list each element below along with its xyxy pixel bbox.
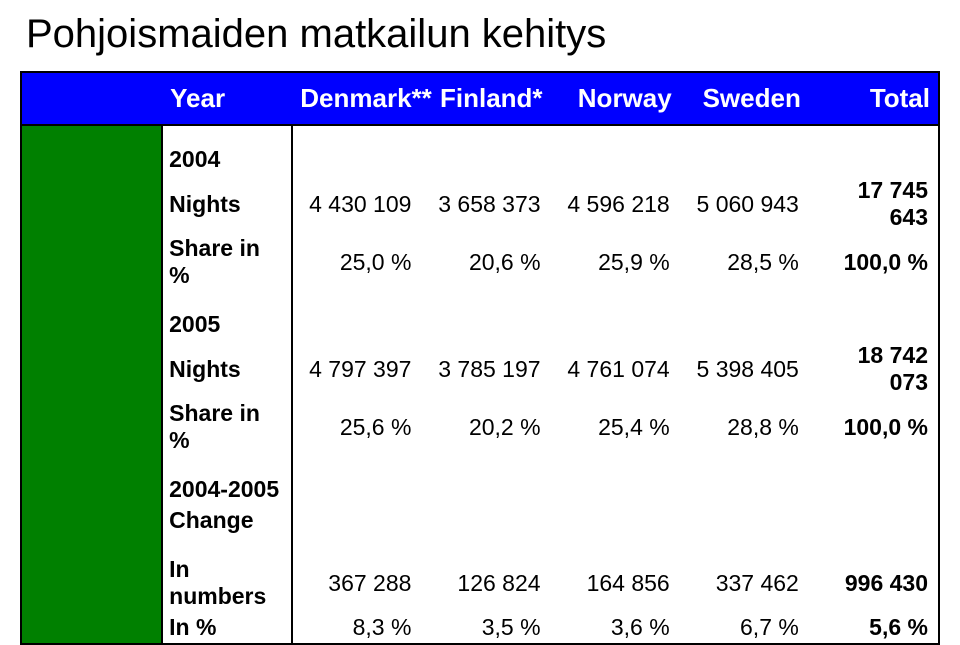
side-cell	[22, 554, 162, 612]
row-label: Share in %	[162, 233, 292, 291]
cell: 20,2 %	[421, 398, 550, 456]
cell: 4 430 109	[292, 175, 421, 233]
section-heading: 2004-2005	[162, 474, 292, 505]
section-sub: Change	[162, 505, 292, 536]
cell: 3,6 %	[551, 612, 680, 643]
table-row: Share in % 25,6 % 20,2 % 25,4 % 28,8 % 1…	[22, 398, 938, 456]
table-row: 2004-2005	[22, 474, 938, 505]
cell-total: 18 742 073	[809, 340, 938, 398]
cell: 6,7 %	[680, 612, 809, 643]
cell: 337 462	[680, 554, 809, 612]
side-cell	[22, 474, 162, 505]
table-row: Change	[22, 505, 938, 536]
cell: 126 824	[421, 554, 550, 612]
cell: 28,5 %	[680, 233, 809, 291]
side-cell	[22, 144, 162, 175]
row-label: In %	[162, 612, 292, 643]
cell: 3,5 %	[421, 612, 550, 643]
header-col-2: Norway	[551, 73, 680, 125]
table-row	[22, 291, 938, 309]
side-cell	[22, 309, 162, 340]
header-col-4: Total	[809, 73, 938, 125]
side-cell	[22, 233, 162, 291]
table-row: 2004	[22, 144, 938, 175]
table-row: Nights 4 430 109 3 658 373 4 596 218 5 0…	[22, 175, 938, 233]
cell: 3 785 197	[421, 340, 550, 398]
side-cell	[22, 175, 162, 233]
side-cell	[22, 612, 162, 643]
cell: 4 761 074	[551, 340, 680, 398]
table-header-row: Year Denmark** Finland* Norway Sweden To…	[22, 73, 938, 125]
header-col-1: Finland*	[421, 73, 550, 125]
cell: 25,6 %	[292, 398, 421, 456]
cell: 20,6 %	[421, 233, 550, 291]
table-row	[22, 456, 938, 474]
cell-total: 17 745 643	[809, 175, 938, 233]
table-body: 2004 Nights 4 430 109 3 658 373 4 596 21…	[22, 125, 938, 643]
data-table: Year Denmark** Finland* Norway Sweden To…	[22, 73, 938, 643]
table-container: Year Denmark** Finland* Norway Sweden To…	[20, 71, 940, 645]
row-label: In numbers	[162, 554, 292, 612]
cell: 25,4 %	[551, 398, 680, 456]
header-col-3: Sweden	[680, 73, 809, 125]
cell: 4 596 218	[551, 175, 680, 233]
table-row: 2005	[22, 309, 938, 340]
table-row: Nights 4 797 397 3 785 197 4 761 074 5 3…	[22, 340, 938, 398]
table-row: Share in % 25,0 % 20,6 % 25,9 % 28,5 % 1…	[22, 233, 938, 291]
cell: 5 398 405	[680, 340, 809, 398]
row-label: Nights	[162, 175, 292, 233]
side-cell	[22, 340, 162, 398]
cell-total: 100,0 %	[809, 233, 938, 291]
cell-total: 996 430	[809, 554, 938, 612]
side-cell	[22, 398, 162, 456]
table-row	[22, 125, 938, 144]
cell: 5 060 943	[680, 175, 809, 233]
slide: Pohjoismaiden matkailun kehitys Year Den…	[0, 0, 960, 616]
cell: 4 797 397	[292, 340, 421, 398]
row-label: Share in %	[162, 398, 292, 456]
table-row	[22, 536, 938, 554]
table-row: In % 8,3 % 3,5 % 3,6 % 6,7 % 5,6 %	[22, 612, 938, 643]
cell: 164 856	[551, 554, 680, 612]
header-year: Year	[162, 73, 292, 125]
cell: 25,9 %	[551, 233, 680, 291]
table-row: In numbers 367 288 126 824 164 856 337 4…	[22, 554, 938, 612]
cell: 8,3 %	[292, 612, 421, 643]
cell-total: 100,0 %	[809, 398, 938, 456]
page-title: Pohjoismaiden matkailun kehitys	[26, 12, 940, 57]
cell-total: 5,6 %	[809, 612, 938, 643]
cell: 28,8 %	[680, 398, 809, 456]
side-cell	[22, 505, 162, 536]
cell: 25,0 %	[292, 233, 421, 291]
cell: 367 288	[292, 554, 421, 612]
cell: 3 658 373	[421, 175, 550, 233]
row-label: Nights	[162, 340, 292, 398]
header-side	[22, 73, 162, 125]
header-col-0: Denmark**	[292, 73, 421, 125]
section-heading: 2004	[162, 144, 292, 175]
section-heading: 2005	[162, 309, 292, 340]
